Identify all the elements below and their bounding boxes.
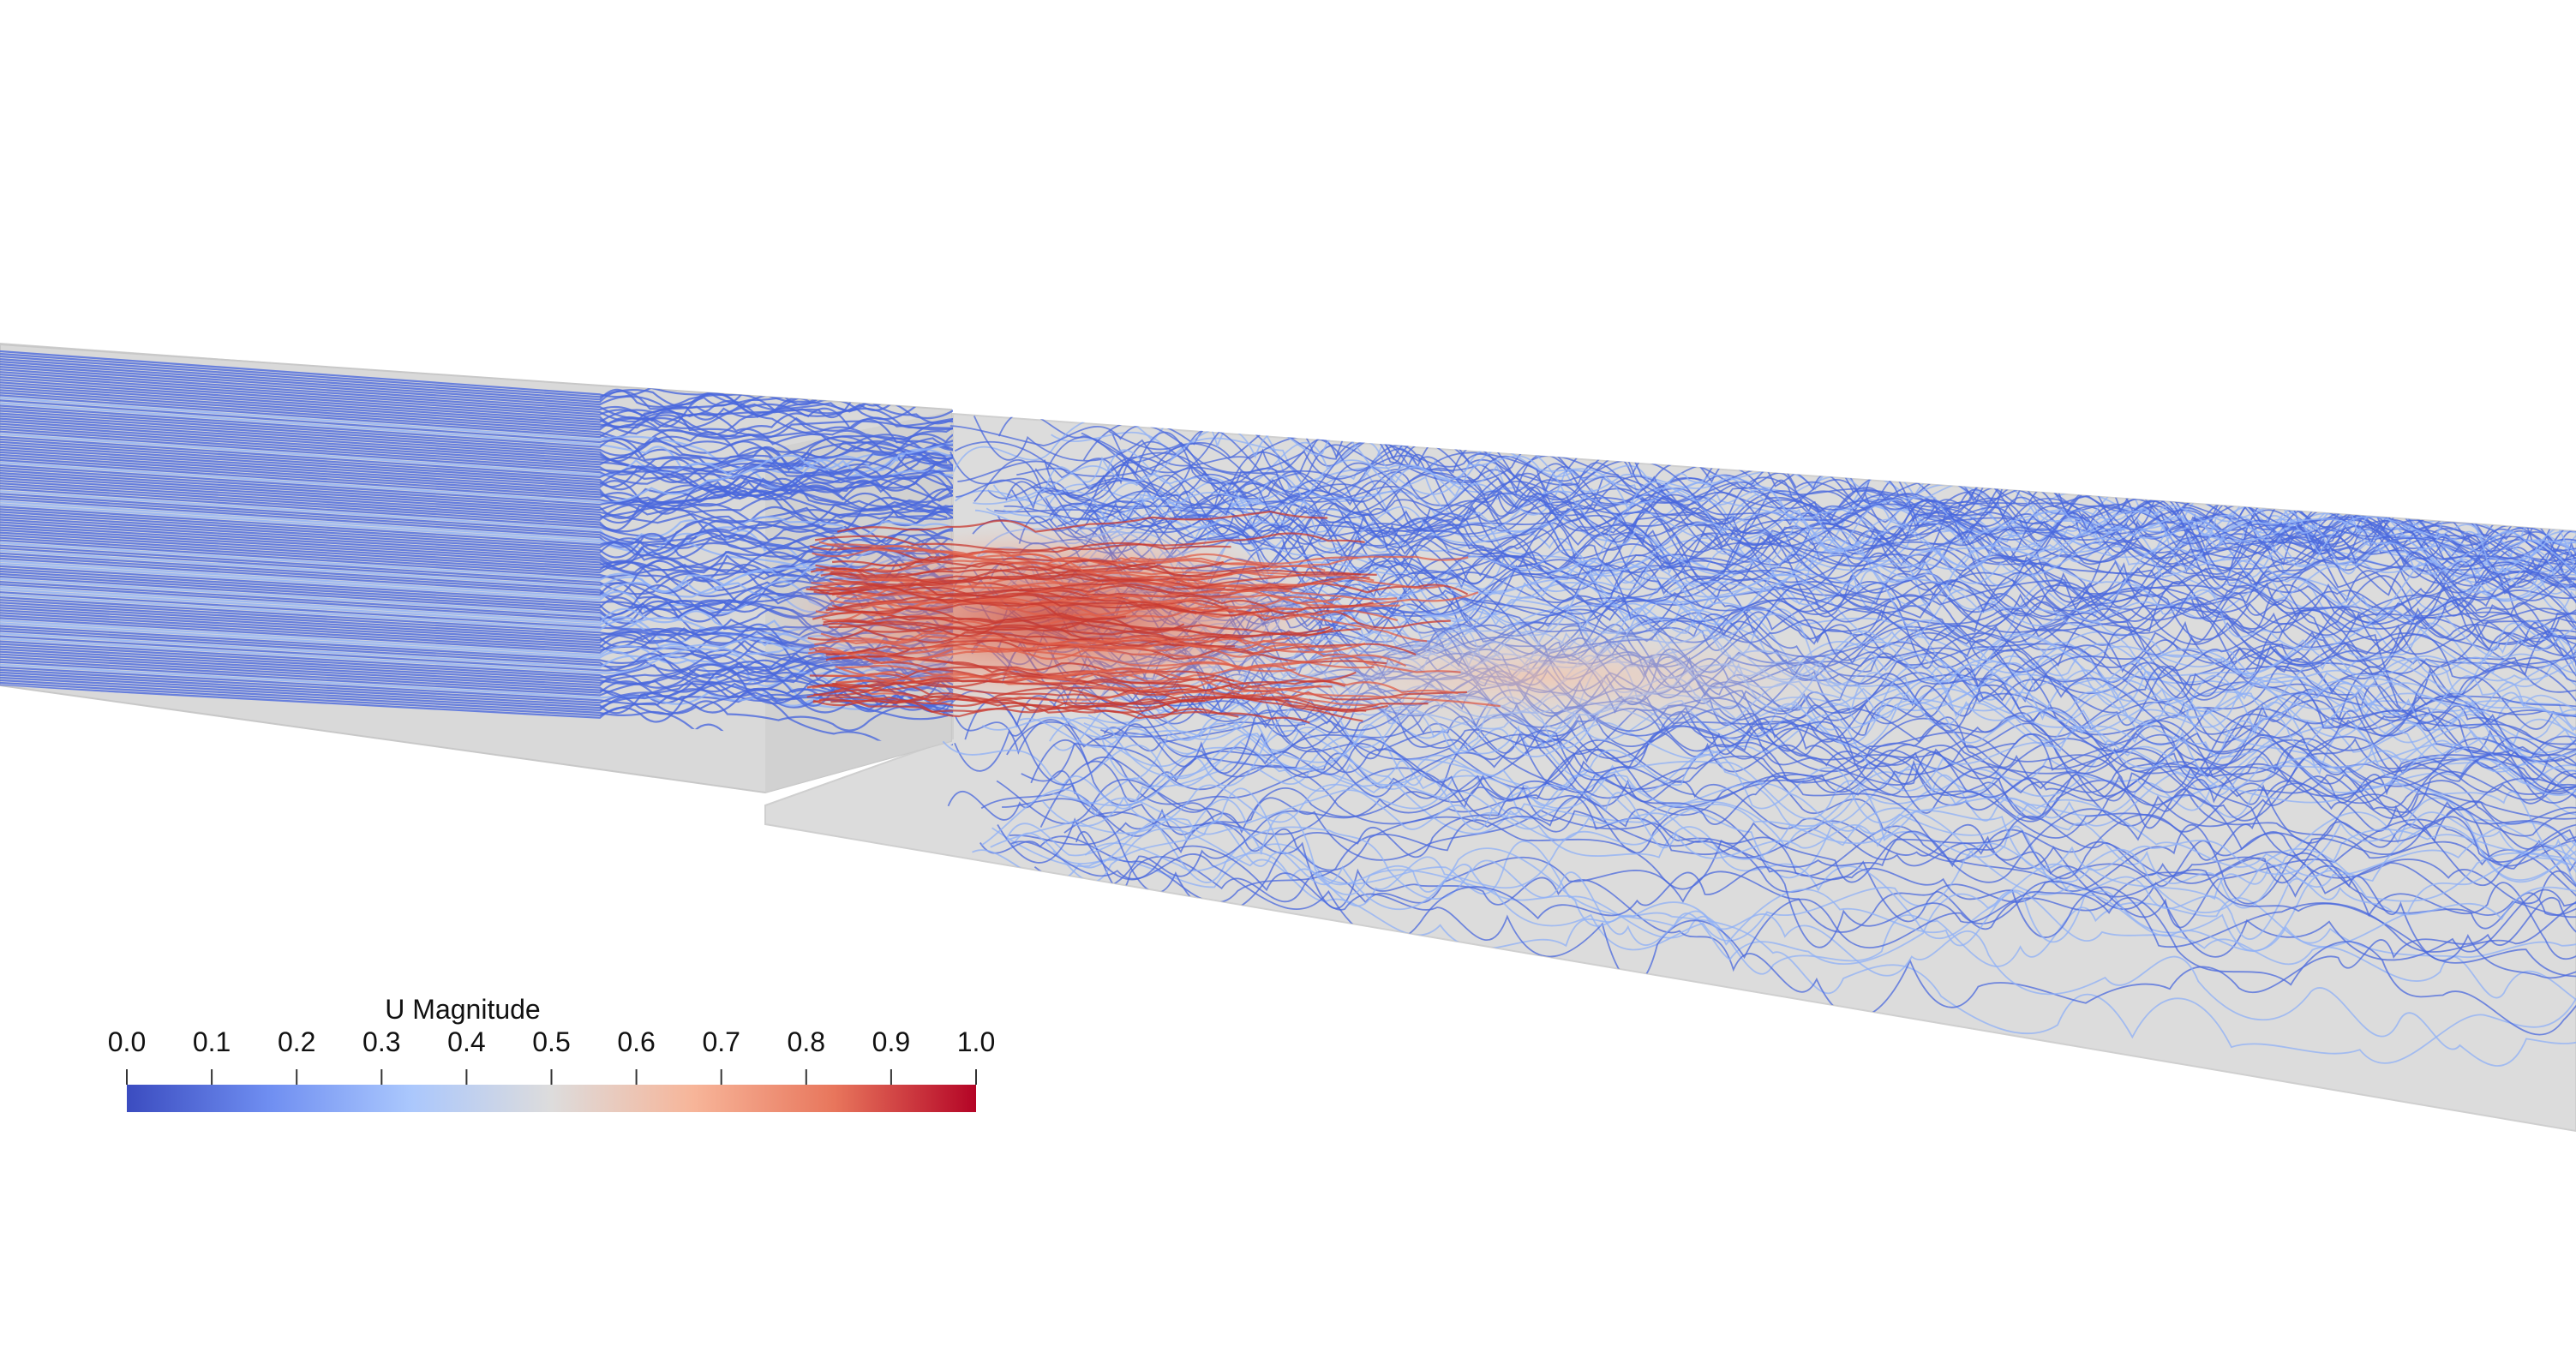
streamline — [826, 543, 1358, 565]
streamline — [1084, 461, 2576, 591]
streamline — [818, 559, 1225, 595]
streamline — [999, 500, 2576, 721]
streamline — [0, 679, 953, 745]
streamline — [814, 635, 1366, 654]
streamline — [942, 690, 2576, 870]
streamline — [0, 453, 948, 524]
streamline — [0, 458, 953, 504]
streamline — [0, 500, 948, 553]
streamline — [836, 662, 1459, 695]
streamline — [1005, 823, 2576, 966]
streamline — [838, 664, 1321, 693]
streamline — [818, 541, 1287, 583]
streamline — [1051, 724, 2576, 888]
streamline — [997, 817, 2576, 987]
streamline — [996, 779, 2576, 1019]
streamline — [1030, 713, 2576, 825]
streamline — [1075, 678, 2576, 887]
streamline — [0, 424, 953, 476]
streamline — [815, 553, 1233, 578]
colorbar — [126, 1069, 977, 1112]
streamline — [1002, 766, 2576, 979]
streamline — [812, 695, 1388, 718]
streamline — [1073, 523, 2576, 619]
streamline — [0, 422, 953, 488]
streamline — [0, 454, 953, 504]
streamline — [833, 655, 1363, 722]
streamline — [825, 656, 1346, 694]
streamline — [806, 685, 1310, 724]
jet-streamlines — [806, 510, 1501, 724]
streamline — [1101, 472, 2576, 620]
streamline — [830, 564, 1269, 584]
streamline — [1011, 456, 2576, 668]
streamline — [0, 661, 951, 708]
streamline — [992, 449, 2576, 716]
streamline — [955, 672, 2576, 825]
streamline — [1060, 716, 2576, 1010]
streamline — [836, 510, 1328, 533]
streamline — [836, 586, 1399, 622]
streamline — [0, 394, 953, 440]
streamline — [0, 368, 953, 459]
streamline — [0, 503, 953, 553]
streamline — [0, 432, 953, 521]
streamline — [0, 386, 953, 445]
colorbar-gradient-bar — [127, 1085, 976, 1112]
streamline — [1046, 436, 2576, 792]
streamline — [832, 671, 1357, 690]
streamline — [981, 716, 2576, 940]
streamline — [0, 384, 953, 457]
streamline — [0, 673, 953, 724]
streamline — [820, 568, 1225, 590]
streamline — [981, 787, 2576, 952]
streamline — [806, 583, 1127, 621]
streamline — [820, 632, 1297, 673]
streamline — [0, 428, 953, 504]
streamline — [1003, 474, 2576, 578]
streamline — [807, 617, 1185, 641]
streamline — [813, 681, 1206, 709]
streamline — [972, 494, 2576, 655]
streamline — [824, 677, 1333, 697]
streamline — [1006, 714, 2576, 960]
streamline — [0, 470, 953, 512]
streamline — [828, 613, 1362, 637]
streamline — [1052, 828, 2576, 1064]
colorbar-ticks — [126, 1069, 977, 1085]
streamline — [829, 577, 1374, 614]
streamline — [832, 541, 1231, 567]
streamline — [0, 430, 953, 485]
streamline — [1073, 668, 2576, 835]
jet-tail-glow — [1183, 617, 1902, 737]
streamline — [808, 639, 1346, 665]
streamline — [975, 475, 2576, 680]
streamline — [0, 389, 950, 450]
streamline — [837, 594, 1229, 613]
streamline — [1052, 696, 2576, 909]
streamline — [0, 496, 950, 569]
streamline — [997, 631, 2576, 814]
streamline — [827, 607, 1242, 639]
streamline — [818, 666, 1235, 687]
streamline — [1010, 841, 2576, 1036]
streamline — [834, 681, 1239, 720]
streamline — [0, 474, 953, 532]
streamline — [809, 545, 1377, 589]
streamline — [1033, 746, 2576, 892]
streamline — [811, 577, 1479, 609]
streamline — [0, 472, 953, 524]
streamline — [0, 477, 953, 529]
streamline — [1062, 431, 2576, 601]
streamline — [814, 532, 1365, 552]
